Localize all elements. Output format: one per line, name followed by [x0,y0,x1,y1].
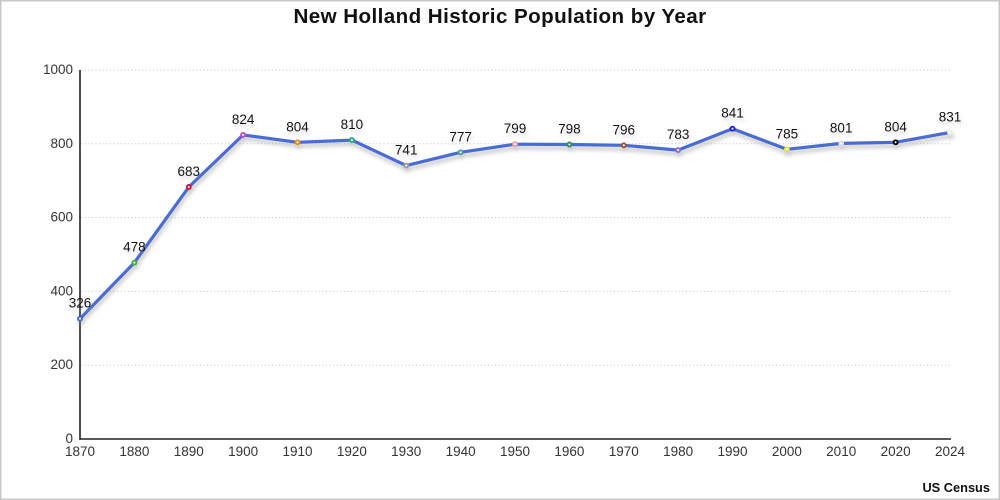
svg-text:2020: 2020 [881,444,911,459]
svg-text:1000: 1000 [43,62,73,77]
svg-text:1930: 1930 [391,444,421,459]
svg-text:US Census: US Census [922,480,990,495]
svg-text:841: 841 [721,106,744,121]
svg-text:800: 800 [50,136,73,151]
svg-text:831: 831 [939,109,962,124]
svg-text:683: 683 [178,164,201,179]
svg-text:326: 326 [69,296,92,311]
svg-text:741: 741 [395,143,418,158]
svg-text:1980: 1980 [663,444,693,459]
svg-text:2010: 2010 [826,444,856,459]
svg-text:777: 777 [449,129,472,144]
svg-text:New Holland Historic Populatio: New Holland Historic Population by Year [293,5,706,28]
svg-text:824: 824 [232,112,255,127]
svg-text:783: 783 [667,127,690,142]
svg-text:400: 400 [50,283,73,298]
svg-text:1940: 1940 [446,444,476,459]
svg-text:804: 804 [286,119,309,134]
svg-text:600: 600 [50,210,73,225]
svg-text:1960: 1960 [554,444,584,459]
svg-text:1870: 1870 [65,444,95,459]
svg-text:478: 478 [123,240,146,255]
svg-text:1970: 1970 [609,444,639,459]
svg-text:200: 200 [50,357,73,372]
svg-text:804: 804 [884,119,907,134]
svg-text:2024: 2024 [935,444,966,459]
svg-text:1990: 1990 [717,444,747,459]
svg-text:1900: 1900 [228,444,258,459]
svg-text:1880: 1880 [119,444,149,459]
svg-text:1950: 1950 [500,444,530,459]
svg-text:801: 801 [830,120,853,135]
svg-text:796: 796 [613,122,636,137]
svg-text:1920: 1920 [337,444,367,459]
svg-text:2000: 2000 [772,444,802,459]
svg-text:1890: 1890 [174,444,204,459]
svg-text:798: 798 [558,122,581,137]
svg-text:0: 0 [65,431,73,446]
svg-text:1910: 1910 [282,444,312,459]
svg-text:799: 799 [504,121,527,136]
svg-text:785: 785 [776,126,799,141]
svg-text:810: 810 [341,117,364,132]
